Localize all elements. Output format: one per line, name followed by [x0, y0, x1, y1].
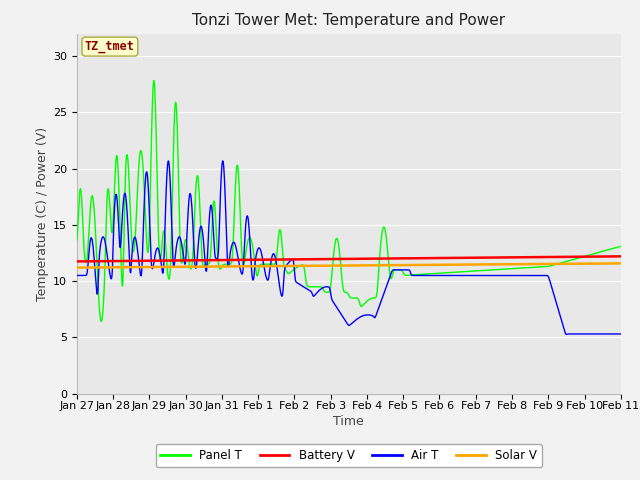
- Title: Tonzi Tower Met: Temperature and Power: Tonzi Tower Met: Temperature and Power: [192, 13, 506, 28]
- Text: TZ_tmet: TZ_tmet: [85, 40, 135, 53]
- X-axis label: Time: Time: [333, 415, 364, 429]
- Y-axis label: Temperature (C) / Power (V): Temperature (C) / Power (V): [36, 127, 49, 300]
- Legend: Panel T, Battery V, Air T, Solar V: Panel T, Battery V, Air T, Solar V: [156, 444, 542, 467]
